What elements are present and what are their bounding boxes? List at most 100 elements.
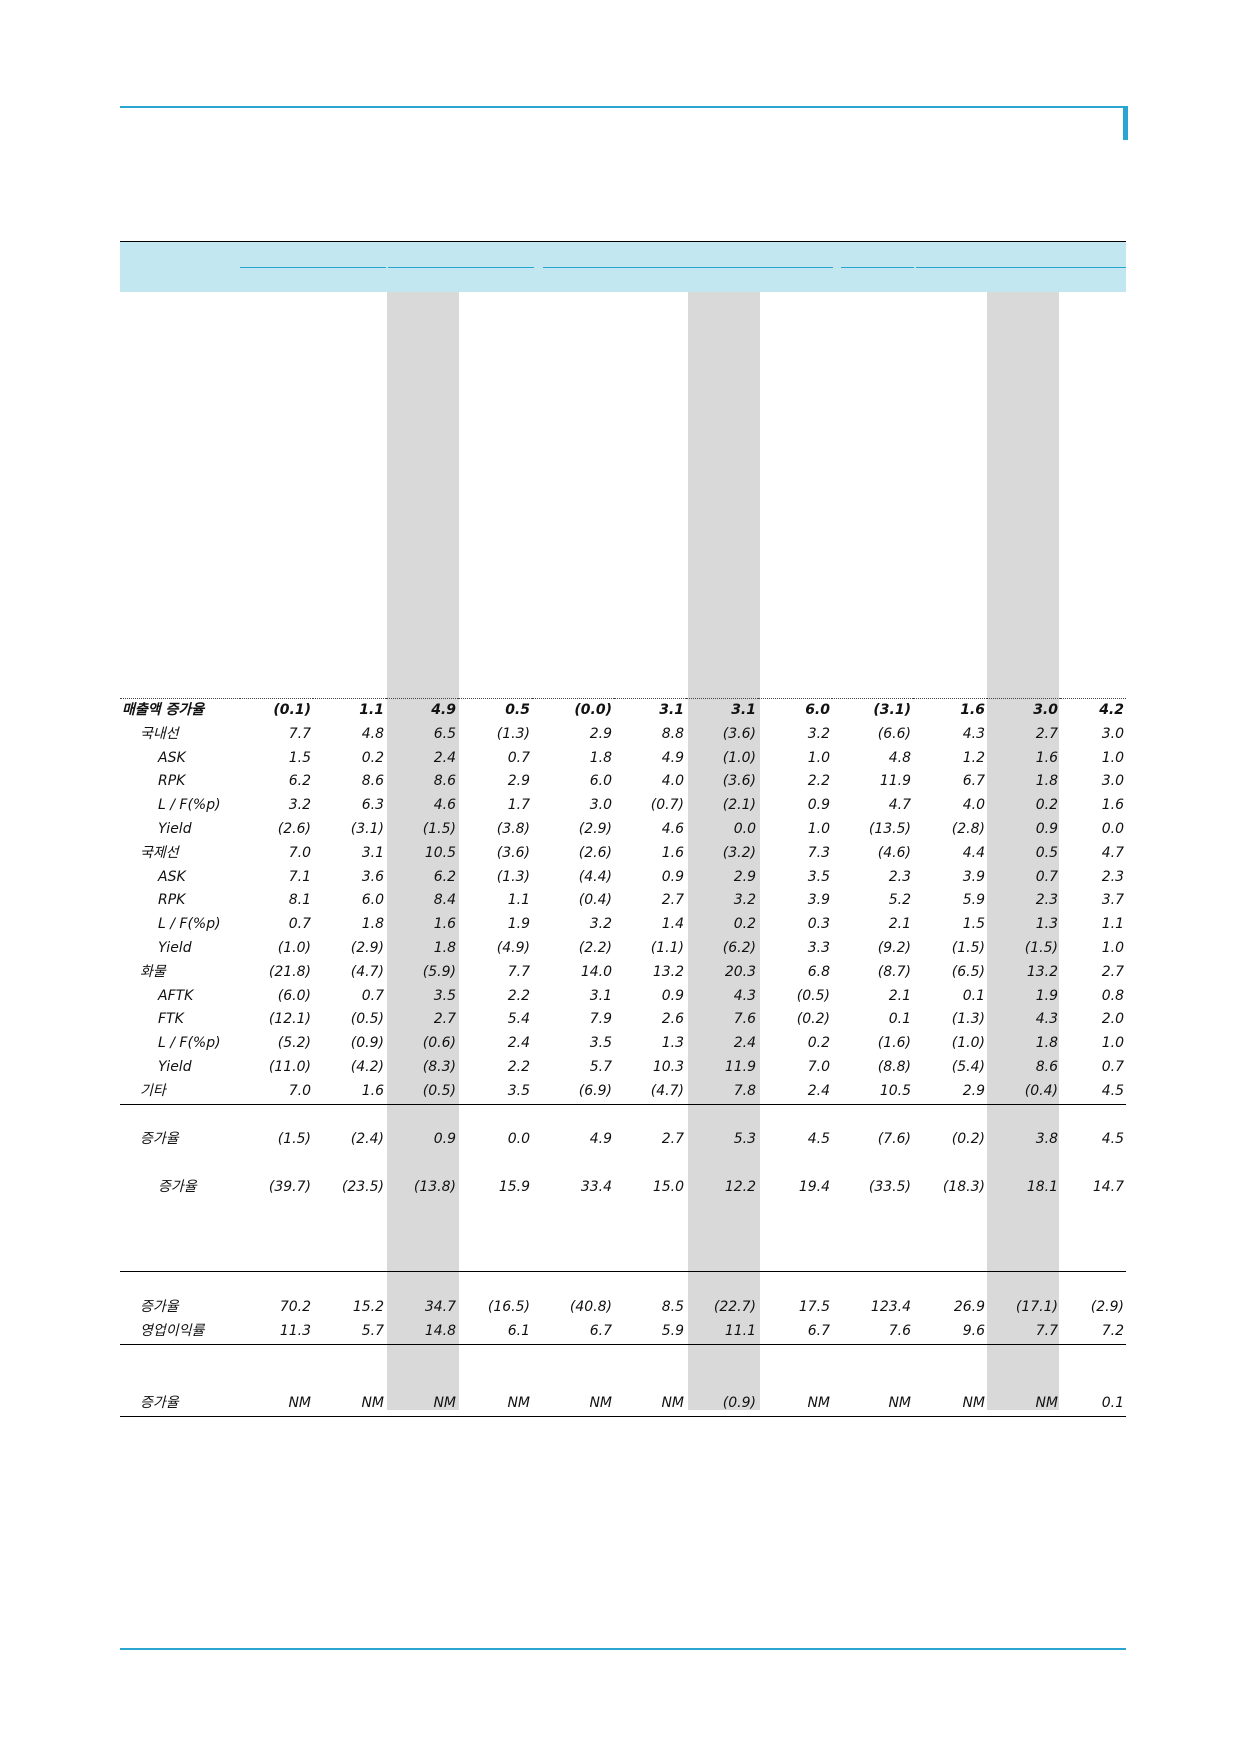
header-group-line [240,267,386,268]
cell: 2.7 [661,1131,684,1148]
cell: 13.2 [1026,963,1058,980]
cell: 7.9 [589,1011,612,1028]
spacer-row [120,1247,1126,1271]
cell: 1.4 [661,916,684,933]
cell: 2.3 [1101,868,1124,885]
cell: 14.7 [1092,1178,1124,1195]
cell: 3.0 [589,797,612,814]
cell: (40.8) [569,1298,612,1315]
cell: (4.7) [614,1079,686,1105]
cell: 3.6 [361,868,384,885]
cell: 6.0 [361,892,384,909]
cell: (22.7) [713,1298,756,1315]
cell: (7.6) [877,1131,911,1148]
cell: 4.0 [661,773,684,790]
cell: 0.8 [1101,987,1124,1004]
cell: 3.0 [987,697,1060,723]
cell: 2.9 [733,868,756,885]
cell: 2.1 [888,987,911,1004]
cell: 2.7 [661,892,684,909]
cell: 2.0 [1101,1011,1124,1028]
cell: (1.1) [650,939,684,956]
cell: (0.5) [386,1079,458,1105]
table-row: L / F(%p) 3.2 6.3 4.6 1.7 3.0 (0.7) (2.1… [120,794,1126,818]
cell: 3.8 [1035,1131,1058,1148]
header-group-line [841,267,914,268]
row-label: 증가율 [140,1131,179,1148]
cell: 3.0 [1101,773,1124,790]
cell: (3.6) [496,844,530,861]
cell: 1.0 [1101,939,1124,956]
cell: 11.9 [879,773,911,790]
cell: (4.2) [350,1058,384,1075]
cell: 7.0 [288,844,311,861]
cell: 1.1 [1101,916,1124,933]
cell: 8.6 [433,773,456,790]
cell: (16.5) [487,1298,530,1315]
cell: 4.6 [661,820,684,837]
cell: (3.1) [350,820,384,837]
cell: 3.2 [589,916,612,933]
row-label: 영업이익률 [120,1319,240,1345]
cell: (11.0) [268,1058,311,1075]
cell: (0.4) [987,1079,1060,1105]
cell: 3.3 [807,939,830,956]
cell: (5.9) [422,963,456,980]
cell: 1.8 [589,749,612,766]
cell: 0.1 [888,1011,911,1028]
cell: 1.8 [433,939,456,956]
cell: 6.0 [589,773,612,790]
cell: 0.9 [433,1131,456,1148]
cell: (2.8) [951,820,985,837]
cell: (18.3) [942,1178,985,1195]
cell: 4.5 [1101,1131,1124,1148]
cell: 26.9 [953,1298,985,1315]
cell: (0.2) [796,1011,830,1028]
cell: 1.6 [1035,749,1058,766]
row-label: RPK [158,773,186,790]
cell: 2.4 [733,1035,756,1052]
cell: 3.0 [1101,725,1124,742]
row-label: 매출액 증가율 [120,697,240,723]
cell: 3.5 [433,987,456,1004]
cell: (6.9) [532,1079,614,1105]
row-label: L / F(%p) [158,916,221,933]
table-header-band [120,242,1126,292]
cell: (39.7) [268,1178,311,1195]
cell: (2.1) [722,797,756,814]
cell: 3.9 [962,868,985,885]
header-rule [120,106,1126,108]
cell: 8.1 [288,892,311,909]
cell: (2.9) [578,820,612,837]
cell: NM [758,1392,832,1417]
cell: 0.2 [733,916,756,933]
cell: 3.5 [458,1079,532,1105]
cell: 15.0 [652,1178,684,1195]
cell: 7.1 [288,868,311,885]
forecast-table-region [120,241,1126,1411]
cell: 8.6 [361,773,384,790]
cell: 4.8 [888,749,911,766]
cell: 0.0 [507,1131,530,1148]
cell: (8.8) [877,1058,911,1075]
cell: 0.7 [1035,868,1058,885]
cell: NM [458,1392,532,1417]
cell: 5.9 [962,892,985,909]
cell: 7.7 [987,1319,1060,1345]
cell: 2.3 [1035,892,1058,909]
cell: 7.8 [686,1079,758,1105]
cell: 0.1 [1060,1392,1126,1417]
cell: (3.6) [722,773,756,790]
cell: (4.9) [496,939,530,956]
cell: 3.2 [288,797,311,814]
cell: (0.2) [951,1131,985,1148]
row-label: L / F(%p) [158,797,221,814]
spacer-row [120,1200,1126,1224]
cell: (6.6) [877,725,911,742]
cell: 7.0 [807,1058,830,1075]
cell: (1.3) [951,1011,985,1028]
cell: 5.7 [589,1058,612,1075]
cell: 4.2 [1060,697,1126,723]
cell: (1.0) [277,939,311,956]
cell: 3.7 [1101,892,1124,909]
